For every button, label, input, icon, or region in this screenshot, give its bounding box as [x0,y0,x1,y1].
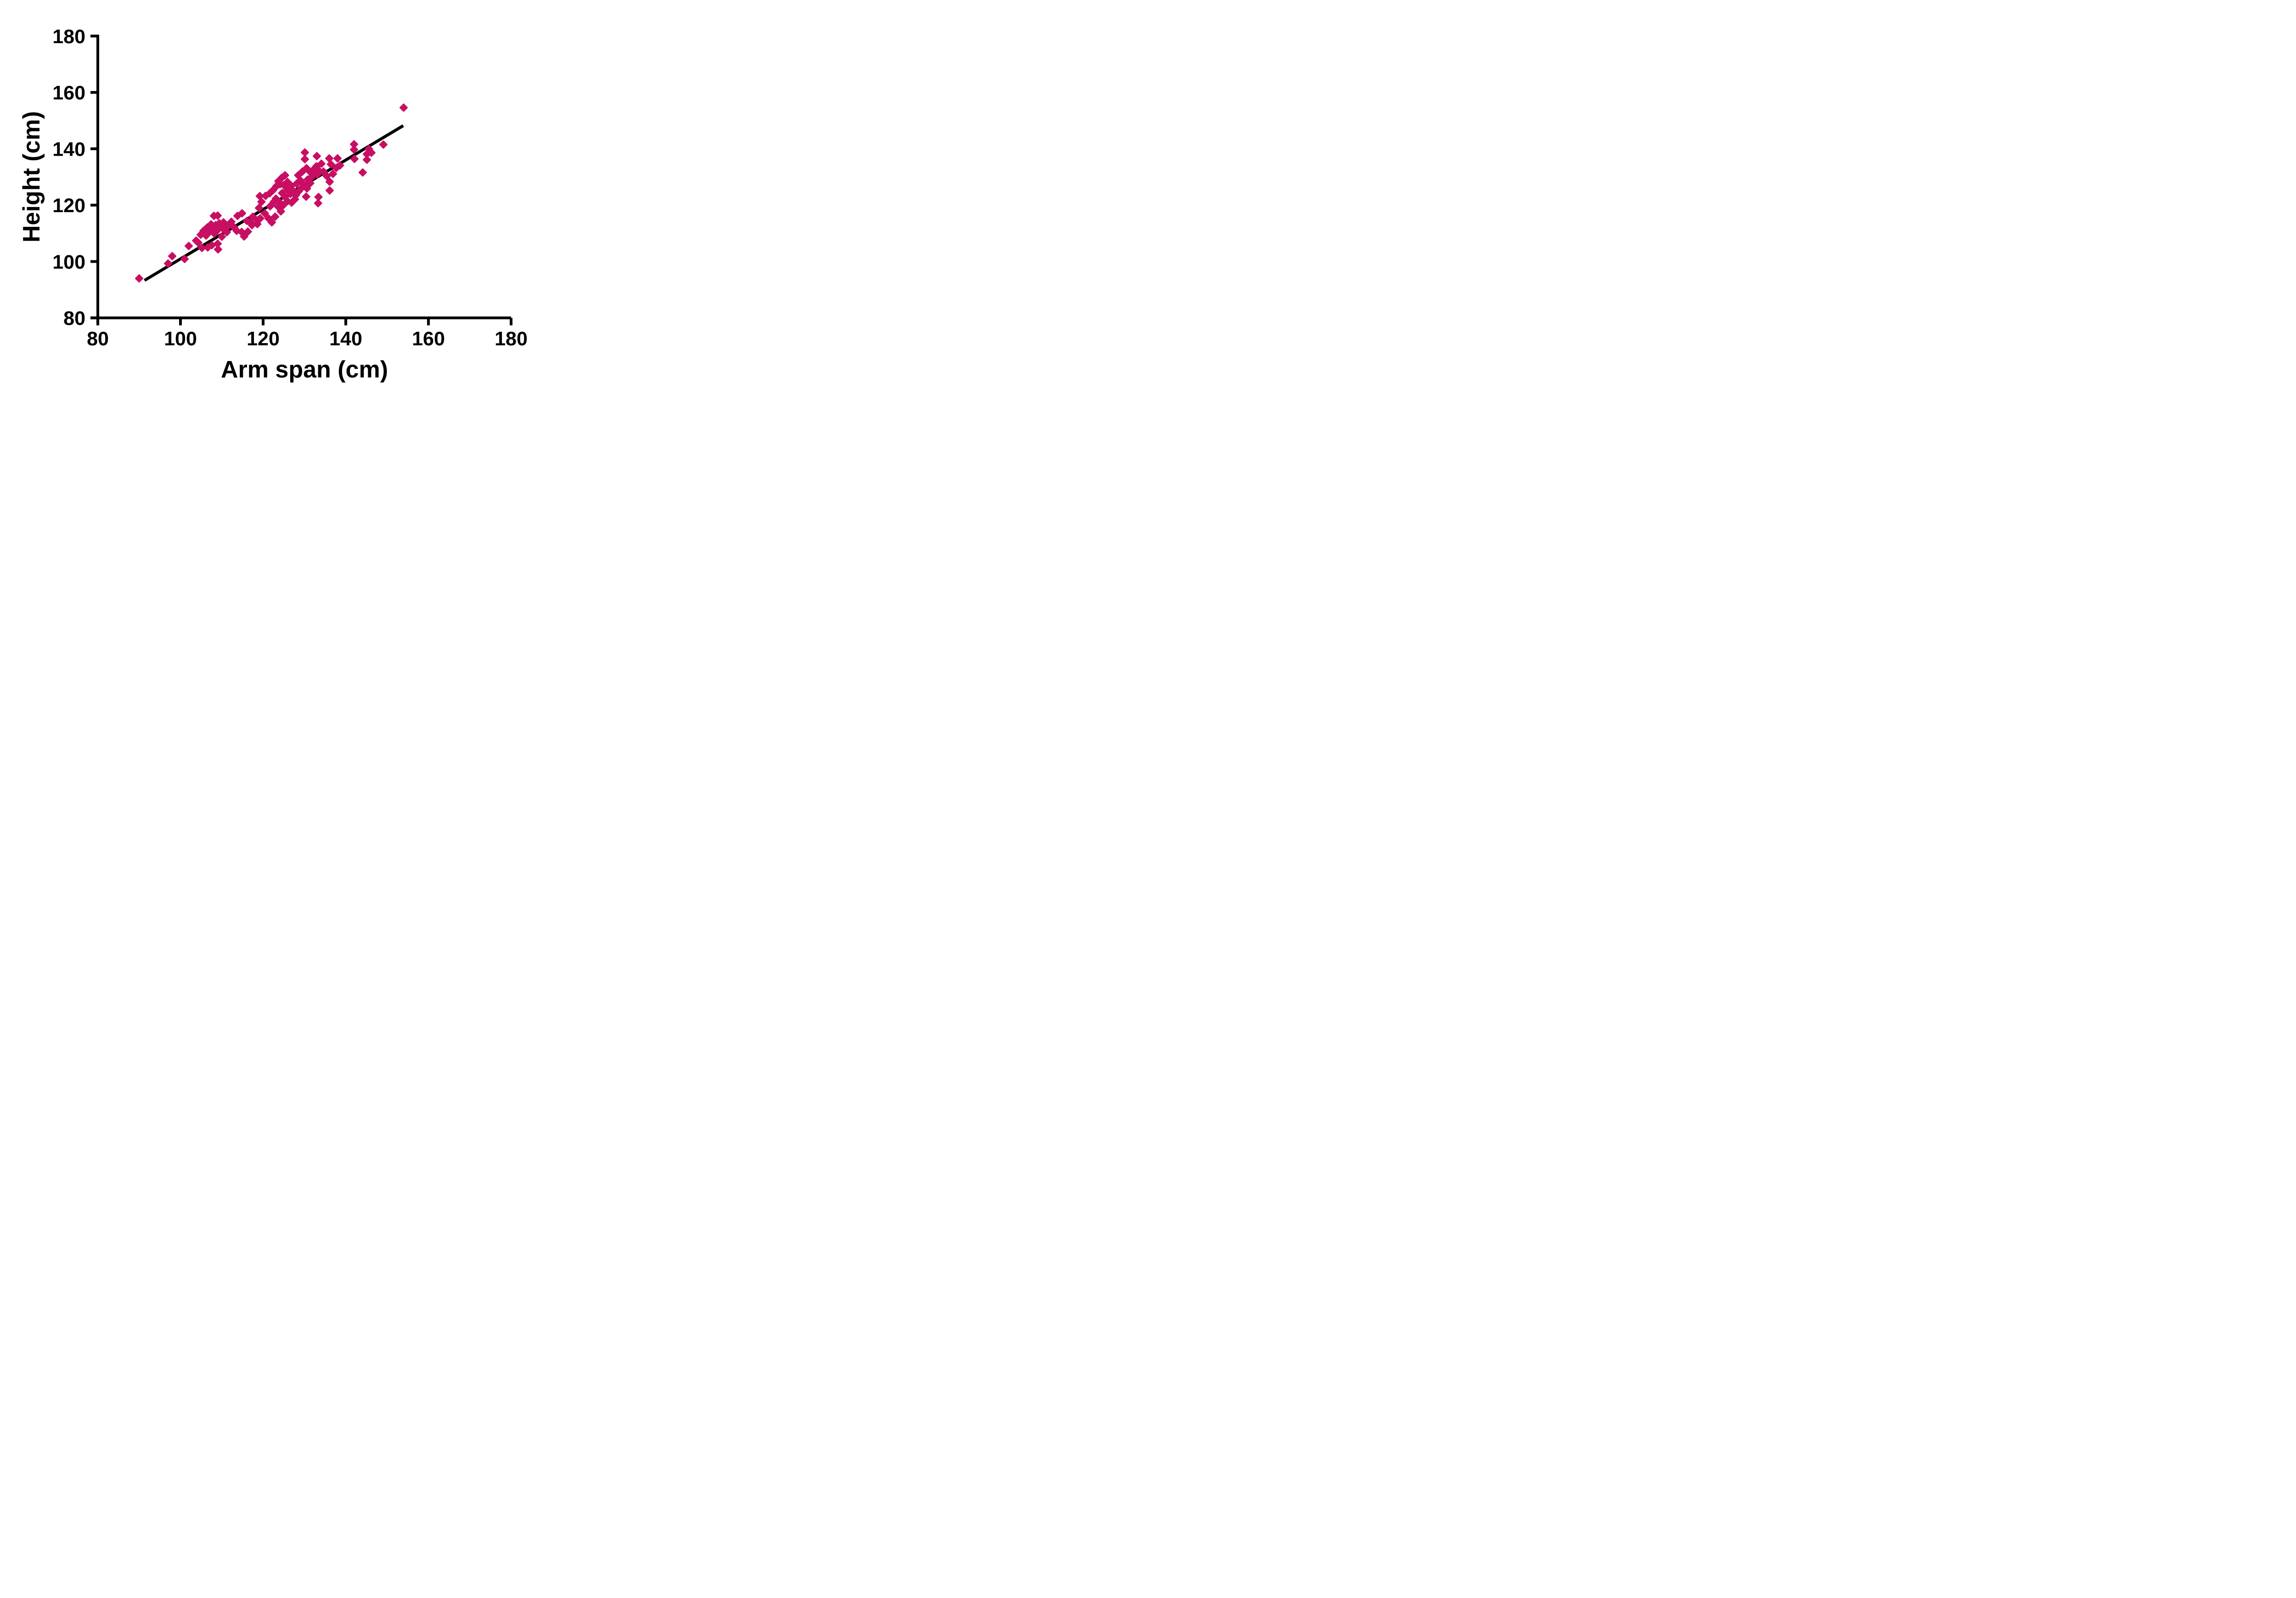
data-point [358,168,367,177]
data-point [276,207,285,216]
data-point [300,148,309,157]
data-point [194,238,203,247]
data-point [300,155,309,163]
data-point [303,184,311,193]
data-point [222,228,231,236]
data-point [313,152,321,160]
data-point [291,195,299,203]
data-point [367,148,376,157]
x-axis-title: Arm span (cm) [221,356,388,383]
data-point [326,160,335,169]
data-point [302,192,310,201]
data-point [260,209,269,218]
x-tick-label: 120 [247,328,280,350]
data-point [255,203,263,212]
x-tick-label: 100 [164,328,197,350]
data-point [325,186,334,195]
data-point [218,232,226,241]
scatter-figure: 80 100 120 140 160 180 80 100 120 140 160 180 Arm s… [0,0,574,400]
y-tick-label: 180 [52,26,85,48]
data-point [271,212,280,221]
y-tick-label: 140 [52,138,85,160]
axes-layer [90,34,511,326]
y-axis-title: Height (cm) [18,111,45,242]
y-tick-label: 120 [52,195,85,217]
data-point [271,194,280,203]
data-point [332,163,341,172]
tick-label-layer: 80 100 120 140 160 180 80 100 120 140 160 180 [52,26,528,350]
data-point [329,169,338,178]
data-point [313,170,321,179]
data-point [400,103,408,112]
data-point [281,171,289,180]
scatter-chart: 80 100 120 140 160 180 80 100 120 140 160 180 Arm s… [18,26,528,383]
data-point [164,259,172,268]
x-tick-label: 180 [495,328,528,350]
data-point [362,155,371,164]
data-point [238,209,247,218]
x-tick-label: 80 [87,328,109,350]
data-point [256,214,264,223]
data-points-layer [135,103,408,283]
data-point [279,201,287,210]
data-point [214,211,222,220]
data-point [135,274,143,283]
x-tick-label: 160 [412,328,445,350]
data-point [248,212,257,221]
data-point [350,145,358,154]
data-point [227,218,236,226]
data-point [243,227,252,236]
data-point [314,199,322,208]
data-point [180,255,189,263]
y-tick-label: 80 [63,308,85,330]
data-point [350,155,359,163]
x-tick-label: 140 [329,328,362,350]
data-point [302,164,311,173]
data-point [214,245,222,254]
y-tick-label: 100 [52,251,85,273]
data-point [333,154,342,163]
data-point [219,218,228,227]
tick-layer [90,34,512,326]
data-point [325,177,334,186]
data-point [253,219,262,228]
data-point [379,140,388,149]
data-point [317,159,326,168]
data-point [322,172,331,180]
data-point [267,218,276,227]
data-point [266,202,275,211]
data-point [240,232,248,241]
data-point [168,252,176,260]
y-tick-label: 160 [52,82,85,104]
data-point [185,242,193,250]
